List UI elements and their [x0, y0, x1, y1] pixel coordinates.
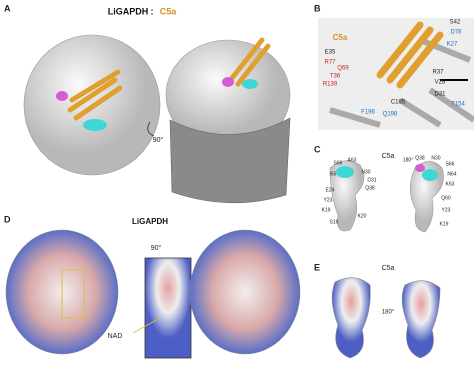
label: S66: [334, 160, 343, 166]
patch: [83, 119, 107, 131]
helix: [67, 69, 123, 121]
label: LiGAPDH: [108, 6, 149, 16]
label: S16: [330, 219, 339, 225]
label: NAD: [108, 333, 123, 340]
label: E35: [325, 50, 336, 56]
label: Y23: [442, 207, 451, 213]
label: Q38: [415, 155, 425, 161]
highlight: [61, 269, 85, 319]
label: Q69: [337, 66, 349, 72]
helix: [376, 21, 444, 89]
label: D78: [450, 30, 462, 36]
panel-label: B: [314, 3, 321, 13]
label: F196: [361, 110, 375, 116]
surface: [329, 160, 365, 232]
label: N30: [361, 169, 370, 175]
label: C5a: [333, 33, 348, 42]
patch: [422, 169, 438, 181]
label: I65: [330, 171, 337, 177]
label: R37: [432, 70, 444, 76]
label: A63: [348, 157, 357, 163]
label: N64: [447, 171, 456, 177]
label: :: [151, 6, 154, 16]
label: C5a: [382, 265, 395, 272]
panel-label: E: [314, 262, 320, 272]
label: C5a: [160, 6, 178, 16]
label: K19: [440, 221, 449, 227]
zoom-box: [144, 257, 192, 359]
label: R77: [324, 60, 336, 66]
label: K27: [447, 42, 458, 48]
pointer: [132, 317, 161, 334]
patch: [415, 164, 425, 172]
label: N30: [431, 155, 440, 161]
label: D31: [434, 92, 446, 98]
label: D31: [367, 177, 376, 183]
surface: [189, 229, 301, 355]
label: Q60: [441, 195, 451, 201]
surface: [401, 280, 441, 359]
label: R139: [323, 82, 338, 88]
label: Q198: [383, 112, 398, 118]
rotate-arrow: [147, 121, 155, 137]
patch: [222, 77, 234, 87]
patch: [336, 166, 354, 178]
label: Y23: [324, 197, 333, 203]
label: K20: [358, 213, 367, 219]
label: C5a: [382, 153, 395, 160]
label: LiGAPDH: [132, 217, 168, 226]
panel-label: C: [314, 144, 321, 154]
patch: [56, 91, 68, 101]
helix: [229, 37, 271, 87]
label: V28: [435, 80, 446, 86]
label: T36: [330, 74, 341, 80]
label: S42: [450, 20, 461, 26]
label: 180°: [403, 157, 413, 163]
label: K19: [322, 207, 331, 213]
label: S66: [446, 161, 455, 167]
label: E24: [326, 187, 335, 193]
label: K63: [446, 181, 455, 187]
surface: [331, 277, 371, 359]
label: 90°: [153, 136, 164, 144]
panel-label: A: [4, 3, 11, 13]
label: 180°: [382, 310, 395, 316]
label: Q38: [365, 185, 375, 191]
surface-dark: [169, 117, 291, 204]
panel-label: D: [4, 214, 11, 224]
patch: [242, 79, 258, 89]
label: C195: [391, 100, 406, 106]
label: T154: [451, 102, 465, 108]
label: 90°: [151, 244, 162, 252]
ribbon: [329, 37, 474, 128]
